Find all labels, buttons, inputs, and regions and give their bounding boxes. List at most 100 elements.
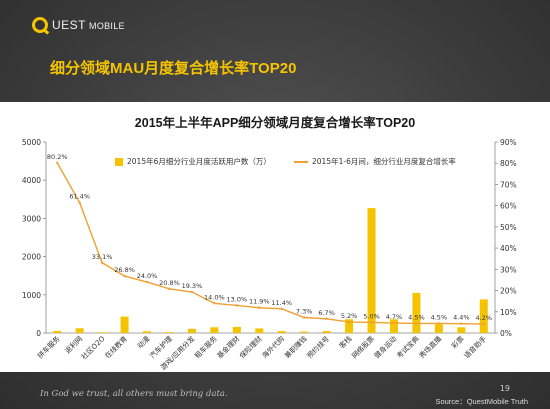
x-category-label-17: 秀场直播 [417,334,443,360]
x-category-label-4: 动漫 [135,334,151,350]
bar-13 [345,319,354,333]
x-category-label-18: 彩票 [449,334,465,350]
bar-6 [187,328,196,333]
right-tick-label: 20% [500,287,517,296]
right-tick-label: 80% [500,159,517,168]
legend-line-swatch [294,160,308,163]
x-category-label-19: 语音助手 [462,334,488,360]
right-tick-label: 50% [500,223,517,232]
line-point-13 [347,320,351,324]
line-point-17 [437,322,441,325]
right-tick-label: 10% [500,308,517,317]
line-point-16 [415,322,418,325]
bar-3 [120,316,129,333]
x-category-label-12: 预约挂号 [305,334,331,360]
line-data-label-17: 4.5% [431,313,448,321]
line-data-label-9: 11.9% [249,298,270,306]
line-point-5 [168,287,171,291]
left-tick-label: 3000 [22,214,41,223]
footer-motto: In God we trust, all others must bring d… [40,389,228,399]
x-category-label-8: 基金理财 [215,334,241,360]
line-data-label-6: 19.3% [182,282,203,290]
line-data-label-3: 26.8% [114,266,135,274]
bar-4 [143,331,152,333]
page-number: 19 [499,384,510,393]
line-data-label-4: 24.0% [137,272,158,280]
bar-10 [277,331,286,333]
x-category-label-1: 返利网 [63,334,84,355]
bar-1 [75,328,84,333]
right-tick-label: 70% [500,180,517,189]
chart-title: 2015年上半年APP细分领域月度复合增长率TOP20 [134,116,416,130]
line-data-label-18: 4.4% [453,314,470,322]
right-tick-label: 0% [500,329,512,338]
slide-headline: 细分领域MAU月度复合增长率TOP20 [50,60,297,77]
line-point-4 [145,280,149,284]
line-data-label-13: 5.2% [341,312,358,320]
line-point-15 [392,321,396,325]
left-tick-label: 5000 [22,138,41,147]
x-category-label-2: 社区O2O [79,334,107,362]
legend-bar-label: 2015年6月细分行业月度活跃用户数（万） [127,157,271,166]
growth-rate-line [56,162,484,325]
x-category-label-14: 网络股票 [350,334,376,360]
right-tick-label: 60% [500,202,517,211]
bar-14 [367,208,376,333]
legend-line-series: 2015年1-6月间，细分行业月度复合增长率 [294,156,456,167]
x-category-label-10: 海外代购 [260,334,286,360]
x-category-label-7: 租车服务 [193,334,219,360]
line-data-label-12: 6.7% [318,309,335,317]
legend-bar-swatch [115,157,123,166]
x-category-label-3: 在线教育 [103,334,129,360]
right-tick-label: 30% [500,265,517,274]
chart-panel [0,102,550,372]
line-point-9 [258,306,261,309]
x-category-label-15: 健身运动 [372,334,398,360]
line-point-8 [235,304,239,307]
x-category-label-9: 保险理财 [238,334,264,360]
bar-18 [457,327,466,333]
line-point-2 [100,261,104,264]
line-data-label-7: 14.0% [204,293,225,301]
line-point-0 [56,161,59,164]
bar-0 [53,330,62,333]
bar-8 [232,326,241,333]
line-point-11 [302,316,306,319]
bar-19 [479,299,488,333]
right-tick-label: 40% [500,244,517,253]
bar-5 [165,332,174,333]
line-data-label-1: 61.4% [69,193,90,201]
line-point-3 [123,274,126,278]
legend-line-label: 2015年1-6月间，细分行业月度复合增长率 [312,157,456,166]
line-data-label-19: 4.2% [476,314,493,322]
bar-9 [255,328,264,333]
line-point-19 [482,322,485,326]
line-data-label-11: 7.3% [296,308,313,316]
left-tick-label: 1000 [22,291,41,300]
x-category-label-16: 考试宝典 [395,334,421,360]
x-category-label-13: 客栈 [337,334,353,350]
bar-12 [322,331,331,333]
source-note: Source：QuestMobile Truth [435,397,528,406]
line-data-label-14: 5.0% [363,312,380,320]
bar-7 [210,327,219,333]
bar-17 [434,324,443,333]
line-point-12 [325,317,328,320]
line-data-label-8: 13.0% [226,295,247,303]
questmobile-logo: UEST MOBILE [32,14,125,36]
x-category-label-11: 兼职赚钱 [282,334,308,360]
logo-q-icon [32,17,48,33]
logo-text: UEST MOBILE [52,18,125,32]
line-point-10 [280,307,283,311]
left-tick-label: 2000 [22,253,41,262]
line-data-label-10: 11.4% [271,299,292,307]
line-data-label-5: 20.8% [159,279,180,287]
line-data-label-2: 33.1% [92,253,113,261]
left-tick-label: 0 [36,329,41,338]
line-data-label-16: 4.5% [408,313,425,321]
line-point-14 [370,321,373,324]
bar-2 [98,332,107,333]
line-point-7 [213,302,216,305]
bar-11 [300,331,309,333]
